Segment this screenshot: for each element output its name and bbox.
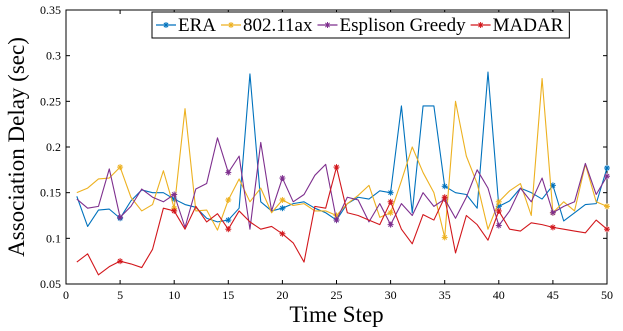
series-madar-point-marker [387, 198, 394, 205]
x-tick-label: 45 [547, 288, 559, 302]
legend-madar-point-marker [477, 22, 484, 28]
series-era-point-marker [604, 165, 610, 172]
y-tick-label: 0.3 [46, 49, 61, 63]
y-axis-ticks: 0.05 0.1 0.15 0.2 0.25 0.3 0.35 [40, 3, 607, 291]
x-axis-ticks: 0 5 10 15 20 25 30 35 40 45 50 [63, 10, 613, 302]
legend-item-802-11ax: 802.11ax [221, 15, 313, 36]
y-axis-title: Association Delay (sec) [4, 37, 29, 257]
series-line-era [76, 71, 608, 228]
plot-frame [65, 9, 608, 285]
series-madar [76, 164, 610, 276]
legend-label: Esplison Greedy [339, 15, 466, 36]
series-madar-point-marker [117, 258, 124, 265]
y-tick-label: 0.1 [46, 231, 61, 245]
legend-esplison-greedy-point-marker [324, 22, 331, 28]
series-esplison-greedy-point-marker [225, 169, 232, 176]
x-tick-label: 0 [63, 288, 69, 302]
series-802-11ax-point-marker [441, 234, 448, 241]
series-802-11ax [76, 77, 610, 241]
series-esplison-greedy-point-marker [604, 173, 610, 180]
y-tick-label: 0.15 [40, 186, 61, 200]
series-line-802-11ax [76, 77, 608, 238]
legend-item-esplison-greedy: Esplison Greedy [317, 15, 466, 36]
x-tick-label: 25 [331, 288, 343, 302]
series-esplison-greedy-point-marker [279, 175, 286, 182]
legend-era-point-marker [163, 22, 169, 28]
legend-label: MADAR [493, 15, 564, 36]
series-madar-point-marker [441, 194, 448, 201]
series-era-point-marker [387, 189, 394, 196]
legend-item-era: ERA [156, 15, 216, 36]
plot-area: 0 5 10 15 20 25 30 35 40 45 50 0.050.10.150.20.250… [40, 3, 613, 302]
series-802-11ax-point-marker [387, 209, 394, 216]
series-madar-point-marker [495, 207, 502, 214]
series-madar-point-marker [604, 226, 610, 233]
series-esplison-greedy-point-marker [171, 191, 178, 198]
series-802-11ax-point-marker [604, 203, 610, 210]
series-802-11ax-point-marker [279, 196, 286, 203]
series-802-11ax-point-marker [117, 164, 124, 171]
legend-label: 802.11ax [243, 15, 313, 36]
x-tick-label: 40 [493, 288, 505, 302]
series-esplison-greedy-point-marker [387, 221, 394, 228]
y-tick-label: 0.2 [46, 140, 61, 154]
y-tick-label: 0.25 [40, 94, 61, 108]
series-esplison-greedy-point-marker [117, 214, 124, 221]
series-line-esplison-greedy [76, 137, 608, 230]
x-tick-label: 50 [601, 288, 613, 302]
series-802-11ax-point-marker [495, 198, 502, 205]
series-era [76, 71, 610, 228]
series-madar-point-marker [549, 224, 556, 231]
series-layer [76, 71, 610, 276]
series-madar-point-marker [279, 230, 286, 237]
x-tick-label: 5 [117, 288, 123, 302]
x-axis-title: Time Step [289, 302, 383, 327]
series-era-point-marker [279, 205, 286, 212]
x-tick-label: 30 [385, 288, 397, 302]
series-esplison-greedy [76, 137, 610, 230]
series-line-madar [76, 166, 608, 276]
series-madar-point-marker [333, 164, 340, 171]
y-tick-label: 0.05 [40, 277, 61, 291]
y-tick-label: 0.35 [40, 3, 61, 17]
series-era-point-marker [441, 183, 448, 190]
series-era-point-marker [225, 217, 232, 224]
series-madar-point-marker [171, 207, 178, 214]
legend-802-11ax-point-marker [228, 22, 234, 28]
series-madar-point-marker [225, 226, 232, 233]
x-tick-label: 15 [222, 288, 234, 302]
x-tick-label: 35 [439, 288, 451, 302]
series-esplison-greedy-point-marker [495, 222, 502, 229]
legend: ERA 802.11ax Esplison Greedy MADAR [151, 11, 570, 39]
legend-label: ERA [178, 15, 216, 36]
series-esplison-greedy-point-marker [333, 217, 340, 224]
series-802-11ax-point-marker [225, 196, 232, 203]
legend-item-madar: MADAR [470, 15, 564, 36]
x-tick-label: 10 [168, 288, 180, 302]
x-tick-label: 20 [276, 288, 288, 302]
series-esplison-greedy-point-marker [549, 209, 556, 216]
